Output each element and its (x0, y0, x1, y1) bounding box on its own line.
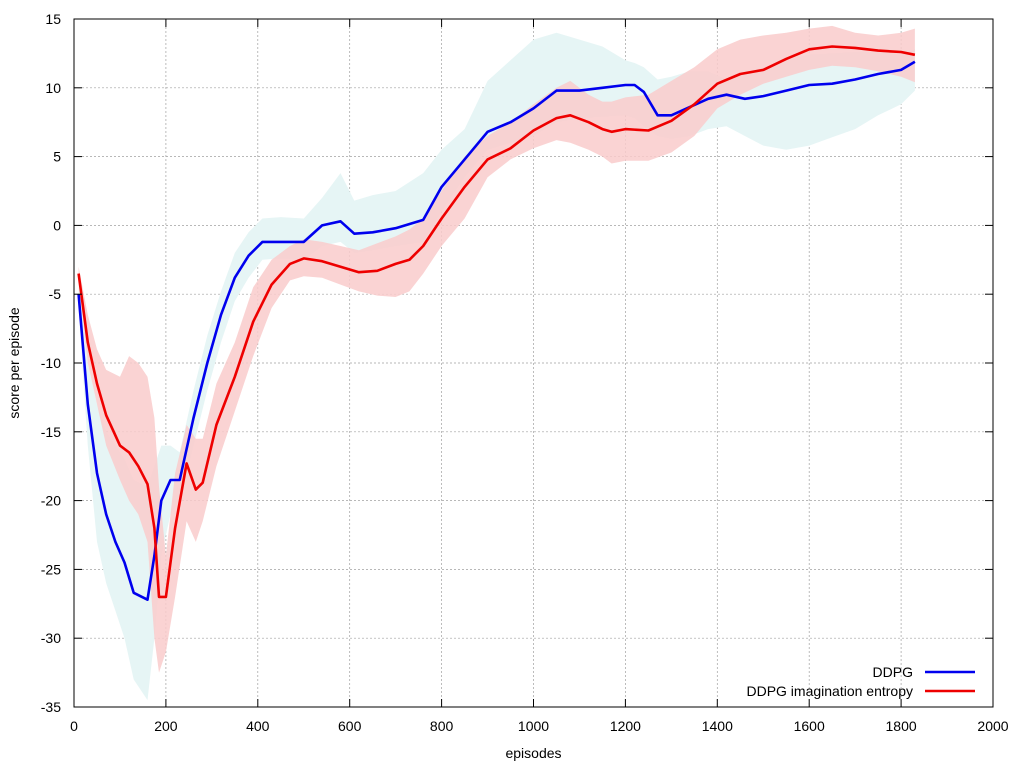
x-tick-label: 0 (70, 718, 78, 734)
y-tick-label: 5 (53, 149, 61, 165)
y-tick-label: -25 (41, 561, 61, 577)
x-tick-label: 400 (246, 718, 270, 734)
y-tick-label: -20 (41, 493, 61, 509)
legend-label-1: DDPG imagination entropy (746, 683, 913, 699)
x-tick-label: 200 (154, 718, 178, 734)
y-tick-label: -35 (41, 699, 61, 715)
y-tick-label: -30 (41, 630, 61, 646)
x-tick-label: 800 (430, 718, 454, 734)
x-tick-label: 600 (338, 718, 362, 734)
x-tick-label: 1400 (702, 718, 733, 734)
series-band-0 (78, 32, 915, 701)
x-axis-ticks: 0 200 400 600 800 1000 1200 1400 1600 1800 2000 (70, 19, 1009, 734)
y-axis-ticks: -35 -30 -25 -20 -15 -10 -5 0 5 10 15 (41, 11, 993, 715)
y-axis-label: score per episode (6, 307, 22, 419)
y-tick-label: 10 (45, 80, 61, 96)
y-tick-label: -15 (41, 424, 61, 440)
x-tick-label: 1200 (610, 718, 641, 734)
x-tick-label: 1800 (886, 718, 917, 734)
y-tick-label: -10 (41, 355, 61, 371)
series-lines (77, 45, 916, 602)
series-line-1 (77, 45, 916, 599)
x-tick-label: 1600 (794, 718, 825, 734)
grid (74, 19, 993, 707)
x-axis-label: episodes (505, 745, 561, 761)
x-tick-label: 2000 (977, 718, 1008, 734)
x-tick-label: 1000 (518, 718, 549, 734)
series-line-0 (77, 60, 916, 602)
y-tick-label: 0 (53, 217, 61, 233)
y-tick-label: -5 (49, 286, 62, 302)
y-tick-label: 15 (45, 11, 61, 27)
legend-label-0: DDPG (873, 664, 913, 680)
legend: DDPG DDPG imagination entropy (746, 664, 975, 699)
